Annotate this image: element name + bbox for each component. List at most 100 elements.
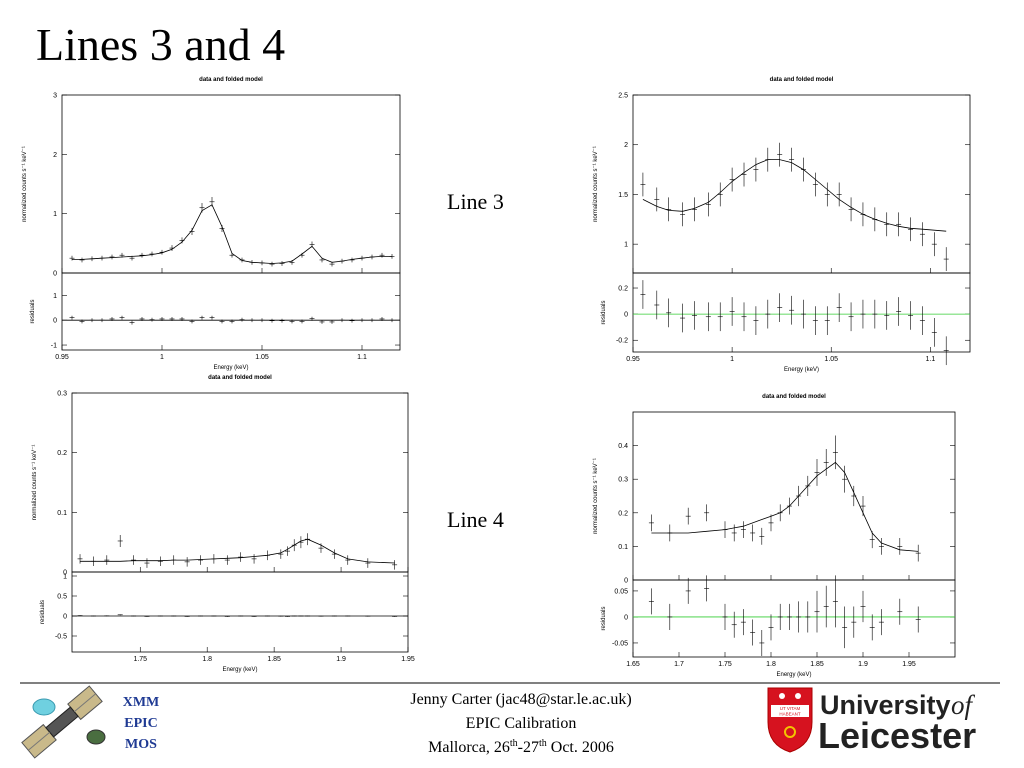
x-axis-label: Energy (keV) — [776, 672, 811, 678]
y-tick-label: 0.1 — [618, 544, 628, 551]
y-tick-label: 0 — [53, 271, 57, 278]
y-tick-label: 0 — [63, 570, 67, 577]
y-tick-label: 2 — [624, 142, 628, 149]
slide-title: Lines 3 and 4 — [36, 19, 285, 70]
residual-axis-label: residuals — [601, 606, 607, 630]
footer-place-part: -27 — [518, 739, 539, 756]
line-label: Line 4 — [447, 507, 504, 532]
y-axis-label: normalized counts s⁻¹ keV⁻¹ — [22, 146, 28, 222]
y-axis-label: normalized counts s⁻¹ keV⁻¹ — [32, 445, 38, 521]
x-tick-label: 1.85 — [267, 656, 281, 663]
mission-label: EPIC — [124, 716, 157, 731]
y-tick-label: 1 — [624, 242, 628, 249]
residual-tick-label: 1 — [63, 574, 67, 581]
model-line — [642, 159, 947, 232]
residual-tick-label: -1 — [51, 343, 57, 350]
x-tick-label: 1.8 — [202, 656, 212, 663]
x-tick-label: 1.75 — [718, 661, 732, 668]
plot-frame — [61, 94, 401, 274]
residual-tick-label: -0.5 — [55, 634, 67, 641]
of-word: of — [951, 690, 976, 720]
x-tick-label: 1.95 — [902, 661, 916, 668]
footer-event: EPIC Calibration — [466, 715, 577, 732]
residual-tick-label: 0.05 — [614, 588, 628, 595]
y-axis-label: normalized counts s⁻¹ keV⁻¹ — [593, 458, 599, 534]
residual-tick-label: 1 — [53, 293, 57, 300]
plot-frame — [632, 411, 956, 581]
x-tick-label: 1.75 — [133, 656, 147, 663]
y-tick-label: 3 — [53, 93, 57, 100]
y-tick-label: 0.1 — [57, 510, 67, 517]
line-label: Line 3 — [447, 189, 504, 214]
residual-tick-label: 0 — [53, 318, 57, 325]
y-tick-label: 0.3 — [57, 391, 67, 398]
x-tick-label: 1.1 — [925, 356, 935, 363]
y-tick-label: 0 — [624, 578, 628, 585]
leicester-word: Leicester — [818, 715, 976, 756]
plot: data and folded model Energy (keV) normali… — [32, 375, 415, 673]
residual-frame — [71, 571, 409, 653]
plot: data and folded model Energy (keV) normali… — [593, 394, 956, 678]
mission-label: XMM — [123, 695, 160, 710]
residual-axis-label: residuals — [40, 600, 46, 624]
x-tick-label: 1.7 — [674, 661, 684, 668]
plot-title: data and folded model — [762, 394, 826, 400]
footer-author: Jenny Carter (jac48@star.le.ac.uk) — [410, 691, 631, 708]
residual-tick-label: 0.5 — [57, 594, 67, 601]
residual-tick-label: 0 — [624, 312, 628, 319]
x-tick-label: 1 — [730, 356, 734, 363]
y-tick-label: 1 — [53, 211, 57, 218]
plot-title: data and folded model — [199, 77, 263, 83]
footer-place-sup: th — [510, 738, 518, 749]
plot-title: data and folded model — [770, 77, 834, 83]
residual-tick-label: 0.2 — [618, 286, 628, 293]
plot-title: data and folded model — [208, 375, 272, 381]
x-axis-label: Energy (keV) — [784, 367, 819, 373]
model-line — [651, 461, 919, 552]
y-tick-label: 0.2 — [618, 510, 628, 517]
residual-tick-label: 0 — [624, 614, 628, 621]
footer-place-part: Mallorca, 26 — [428, 739, 510, 756]
x-tick-label: 1.05 — [255, 354, 269, 361]
university-logo: UT VITAM HABEANT University of Leicester — [767, 687, 976, 756]
x-tick-label: 1.95 — [401, 656, 415, 663]
residual-frame — [61, 272, 401, 351]
x-tick-label: 1.05 — [824, 356, 838, 363]
x-tick-label: 1.1 — [357, 354, 367, 361]
x-tick-label: 1.9 — [336, 656, 346, 663]
residual-frame — [632, 272, 971, 353]
x-axis-label: Energy (keV) — [222, 667, 257, 673]
residual-tick-label: 0 — [63, 614, 67, 621]
x-tick-label: 1.85 — [810, 661, 824, 668]
satellite-icon — [21, 685, 106, 759]
shield-band — [771, 705, 809, 717]
y-tick-label: 1.5 — [618, 192, 628, 199]
residual-frame — [632, 579, 956, 658]
x-tick-label: 1 — [160, 354, 164, 361]
plot: data and folded model Energy (keV) normali… — [593, 77, 971, 373]
y-tick-label: 0.2 — [57, 450, 67, 457]
footer-place-sup: th — [539, 738, 547, 749]
residual-tick-label: -0.05 — [612, 640, 628, 647]
x-tick-label: 0.95 — [626, 356, 640, 363]
plot-frame — [71, 392, 409, 573]
mission-label: MOS — [125, 737, 157, 752]
x-tick-label: 1.9 — [858, 661, 868, 668]
plot: data and folded model Energy (keV) normali… — [22, 77, 401, 371]
plot-frame — [632, 94, 971, 274]
residual-tick-label: -0.2 — [616, 338, 628, 345]
footer-place: Mallorca, 26th-27th Oct. 2006 — [428, 738, 614, 756]
residual-axis-label: residuals — [601, 300, 607, 324]
footer-place-part: Oct. 2006 — [547, 739, 614, 756]
y-tick-label: 0.4 — [618, 443, 628, 450]
y-axis-label: normalized counts s⁻¹ keV⁻¹ — [593, 146, 599, 222]
y-tick-label: 2 — [53, 152, 57, 159]
university-word: University — [820, 690, 951, 720]
residual-axis-label: residuals — [30, 299, 36, 323]
motto: UT VITAM — [780, 706, 801, 711]
x-tick-label: 1.8 — [766, 661, 776, 668]
y-tick-label: 2.5 — [618, 93, 628, 100]
x-tick-label: 0.95 — [55, 354, 69, 361]
